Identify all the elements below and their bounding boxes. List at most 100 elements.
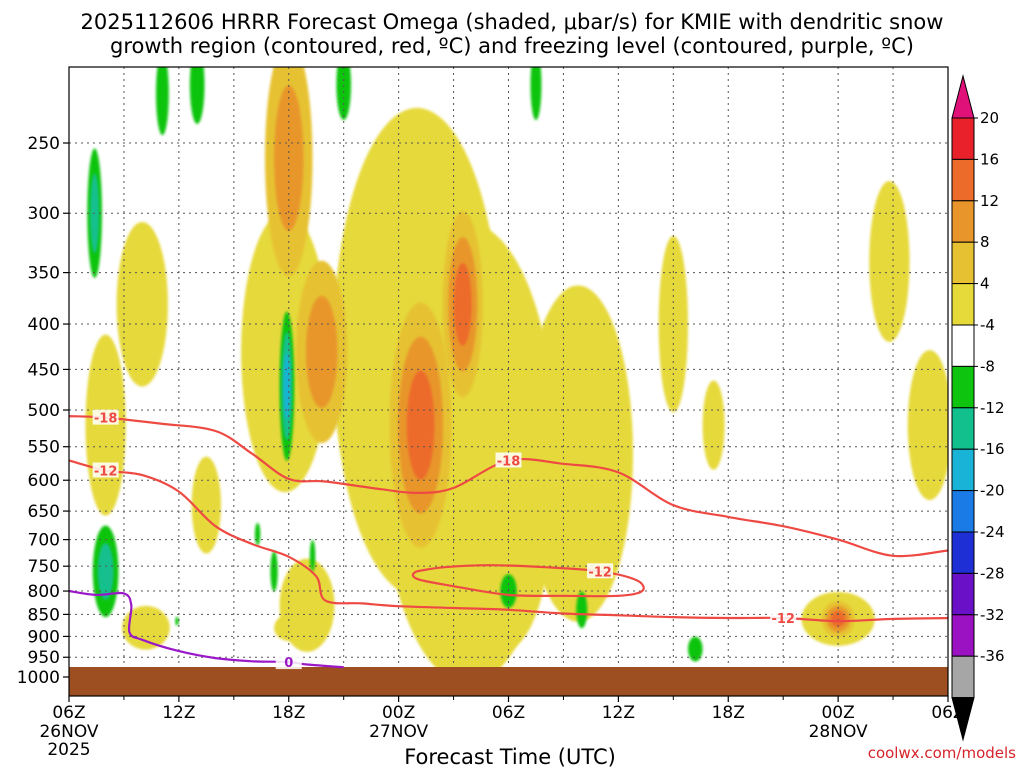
omega-region-negative-9 (309, 539, 316, 572)
y-tick-label-750: 750 (28, 557, 60, 577)
y-tick-label-1000: 1000 (17, 668, 60, 688)
omega-shading-layer (85, 67, 948, 685)
omega-region-negative-2 (336, 67, 352, 121)
y-tick-label-350: 350 (28, 264, 60, 284)
colorbar-label-1: 16 (980, 150, 999, 168)
contour-minus18-line (69, 415, 948, 558)
colorbar-swatch-6 (951, 365, 975, 409)
date-label-1: 27NOV (369, 722, 428, 742)
y-tick-label-250: 250 (28, 134, 60, 154)
y-tick-label-900: 900 (28, 627, 60, 647)
omega-region-positive-14 (122, 605, 170, 650)
colorbar-label-6: -8 (980, 357, 995, 375)
omega-region-positive-11 (869, 180, 910, 342)
colorbar-label-2: 12 (980, 192, 999, 210)
colorbar-swatch-0 (951, 117, 975, 160)
colorbar-swatch-1 (951, 158, 975, 202)
colorbar-swatch-3 (951, 241, 975, 285)
omega-blob-2-level-2 (406, 370, 435, 480)
omega-region-positive-12 (907, 350, 948, 501)
x-tick-label-7: 00Z (821, 703, 854, 723)
x-tick-label-6: 18Z (712, 703, 745, 723)
contour-minus12-closed-label-bg-0 (587, 563, 614, 579)
y-tick-label-300: 300 (28, 204, 60, 224)
contour-minus12-label-bg-1 (770, 610, 797, 626)
year-label-0: 2025 (47, 740, 90, 760)
colorbar-swatch-2 (951, 200, 975, 243)
colorbar-top-arrow (951, 74, 975, 119)
y-axis: 2503003504004505005506006507007508008509… (17, 134, 69, 688)
omega-region-negative-6 (175, 616, 179, 626)
credit-text: coolwx.com/models (868, 744, 1016, 762)
colorbar-bottom-arrow (951, 697, 975, 742)
colorbar-label-11: -28 (980, 564, 1005, 582)
colorbar-label-3: 8 (980, 233, 990, 251)
chart-title-line-1: 2025112606 HRRR Forecast Omega (shaded, … (81, 10, 944, 34)
contour-minus12-line (69, 459, 948, 623)
y-tick-label-800: 800 (28, 582, 60, 602)
colorbar-label-7: -12 (980, 399, 1005, 417)
colorbar-swatch-9 (951, 490, 975, 533)
y-tick-label-450: 450 (28, 360, 60, 380)
omega-region-positive-10 (702, 380, 725, 470)
omega-region-negative-1 (189, 67, 205, 124)
colorbar-label-8: -16 (980, 440, 1005, 458)
x-tick-label-4: 06Z (492, 703, 525, 723)
ground-surface (69, 667, 948, 696)
colorbar-swatch-8 (951, 448, 975, 492)
x-axis-label: Forecast Time (UTC) (404, 745, 616, 768)
omega-region-negative-4 (576, 591, 588, 629)
x-axis: 06Z 12Z 18Z 00Z 06Z 12Z 18Z 00Z 06Z26NOV202527NO… (39, 696, 965, 760)
omega-region-negative-8 (270, 550, 278, 592)
freezing-level-label-bg-0 (275, 654, 302, 670)
x-tick-label-3: 00Z (382, 703, 415, 723)
contour-minus12-label-bg-0 (92, 462, 119, 478)
date-label-0: 26NOV (39, 722, 98, 742)
colorbar-label-0: 20 (980, 109, 999, 127)
omega-region-negative-5 (687, 636, 703, 662)
contour-layer: -18 -18 -12 -12 -12 0 (69, 409, 948, 671)
omega-region-positive-16 (416, 521, 527, 642)
contour-minus18-label-0: -18 (94, 412, 118, 427)
contour-minus12-closed-line (411, 564, 645, 598)
omega-region-negative-7 (254, 522, 261, 546)
omega-region-positive-15 (279, 558, 335, 652)
colorbar-label-9: -20 (980, 482, 1005, 500)
y-tick-label-600: 600 (28, 471, 60, 491)
x-tick-label-1: 12Z (162, 703, 195, 723)
colorbar-swatch-4 (951, 283, 975, 326)
omega-region-positive-8 (523, 285, 634, 622)
colorbar-label-5: -4 (980, 316, 995, 334)
x-tick-label-2: 18Z (272, 703, 305, 723)
omega-blob-6-level-2 (830, 610, 846, 627)
colorbar-label-4: 4 (980, 275, 990, 293)
omega-blob-1-level-1 (305, 295, 338, 409)
contour-minus18-label-bg-0 (92, 409, 119, 425)
contour-minus18-label-1: -18 (497, 454, 521, 469)
y-tick-label-400: 400 (28, 315, 60, 335)
colorbar-label-12: -32 (980, 606, 1005, 624)
y-tick-label-650: 650 (28, 502, 60, 522)
date-label-2: 28NOV (809, 722, 868, 742)
colorbar-swatch-13 (951, 655, 975, 699)
y-tick-label-500: 500 (28, 401, 60, 421)
omega-region-positive-9 (658, 235, 688, 413)
omega-blob-3-level-2 (453, 262, 472, 346)
omega-region-positive-1 (116, 221, 168, 387)
freezing-level-label-0: 0 (284, 656, 293, 671)
contour-minus12-closed-label-0: -12 (588, 565, 612, 580)
omega-region-negative-0 (155, 67, 169, 136)
y-tick-label-550: 550 (28, 438, 60, 458)
colorbar: 20 16 12 8 4 -4 -8 -12 -16 -20 -24 -28 -32 -36 (951, 74, 1005, 742)
colorbar-swatch-11 (951, 572, 975, 616)
contour-minus12-label-1: -12 (771, 612, 795, 627)
omega-blob-8-level-1 (97, 543, 114, 600)
colorbar-label-10: -24 (980, 523, 1005, 541)
chart-title-line-2: growth region (contoured, red, ºC) and f… (110, 34, 914, 58)
x-tick-label-0: 06Z (52, 703, 85, 723)
colorbar-label-13: -36 (980, 647, 1005, 665)
colorbar-swatch-5 (951, 324, 975, 367)
colorbar-swatch-12 (951, 614, 975, 657)
colorbar-swatch-10 (951, 531, 975, 574)
